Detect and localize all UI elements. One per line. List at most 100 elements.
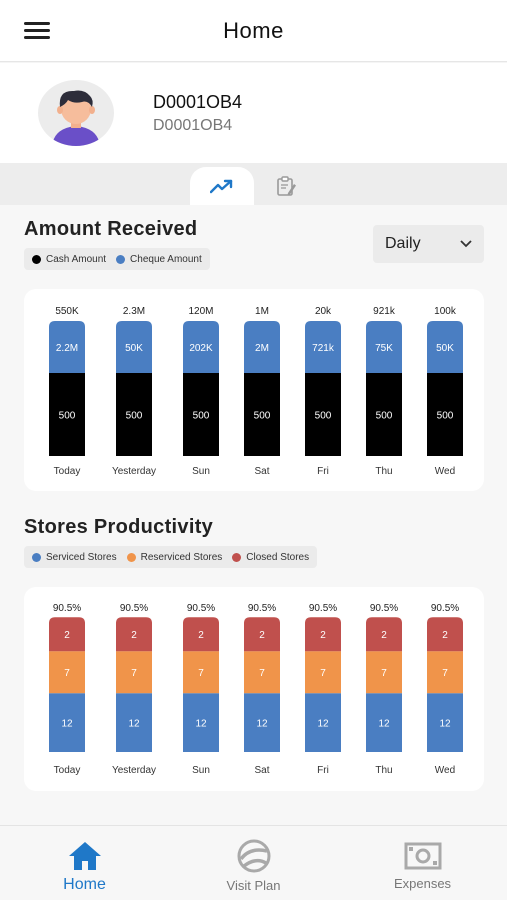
amount-received-chart: 550K 2.2M 500 Today 2.3M 50K 500 Yesterday 120M 2… xyxy=(49,306,463,477)
bar-cheque-amount[interactable] xyxy=(116,321,152,373)
legend-serviced: Serviced Stores xyxy=(32,552,117,563)
bar-reserviced-stores[interactable] xyxy=(116,651,152,694)
bar-cheque-amount[interactable] xyxy=(244,321,280,373)
bar-closed-stores[interactable] xyxy=(183,617,219,652)
bar-value-label: 2 xyxy=(381,630,387,641)
bar-total-label: 90.5% xyxy=(53,603,81,614)
bar-total-label: 90.5% xyxy=(187,603,215,614)
bar-closed-stores[interactable] xyxy=(366,617,402,652)
dashboard-content[interactable]: Amount Received Cash Amount Cheque Amoun… xyxy=(0,205,507,825)
user-name: D0001OB4 xyxy=(153,92,243,112)
home-icon xyxy=(68,842,101,870)
tab-trends[interactable] xyxy=(190,167,254,205)
reserviced-dot-icon xyxy=(126,552,136,562)
bar-cheque-label: 202K xyxy=(189,343,213,354)
bar-cheque-label: 2.2M xyxy=(56,343,78,354)
page-title: Home xyxy=(223,18,284,43)
bar-serviced-stores[interactable] xyxy=(49,693,85,752)
legend-cheque: Cheque Amount xyxy=(116,254,202,265)
bar-total-label: 1M xyxy=(255,306,269,317)
bar-cash-label: 500 xyxy=(59,411,76,422)
bar-reserviced-stores[interactable] xyxy=(49,651,85,694)
hamburger-menu-icon[interactable] xyxy=(24,22,50,40)
bar-cheque-amount[interactable] xyxy=(427,321,463,373)
bar-cheque-amount[interactable] xyxy=(183,321,219,373)
stores-productivity-chart: 12 7 2 90.5% Today 12 7 2 90.5% Yesterday 12 7 2 90.5… xyxy=(49,603,463,776)
bar-cheque-label: 75K xyxy=(375,343,393,354)
bar-serviced-stores[interactable] xyxy=(305,693,341,752)
bar-value-label: 12 xyxy=(317,719,329,730)
serviced-dot-icon xyxy=(32,552,41,562)
bar-closed-stores[interactable] xyxy=(116,617,152,652)
bar-total-label: 90.5% xyxy=(370,603,398,614)
legend-closed: Closed Stores xyxy=(232,552,309,563)
bar-cash-amount[interactable] xyxy=(116,373,152,456)
x-axis-label: Sun xyxy=(192,765,210,776)
x-axis-label: Thu xyxy=(375,765,392,776)
bar-cash-amount[interactable] xyxy=(183,373,219,456)
period-dropdown[interactable]: Daily xyxy=(373,225,484,263)
bar-value-label: 7 xyxy=(381,668,387,679)
closed-dot-icon xyxy=(232,552,242,562)
bar-cheque-amount[interactable] xyxy=(49,321,85,373)
money-icon xyxy=(404,842,441,870)
bar-serviced-stores[interactable] xyxy=(427,693,463,752)
bar-cheque-amount[interactable] xyxy=(366,321,402,373)
bar-serviced-stores[interactable] xyxy=(183,693,219,752)
bar-total-label: 20k xyxy=(315,306,332,317)
bar-serviced-stores[interactable] xyxy=(244,693,280,752)
bar-reserviced-stores[interactable] xyxy=(244,651,280,694)
bar-reserviced-stores[interactable] xyxy=(183,651,219,694)
x-axis-label: Sat xyxy=(254,765,269,776)
bar-reserviced-stores[interactable] xyxy=(305,651,341,694)
bar-closed-stores[interactable] xyxy=(427,617,463,652)
bar-value-label: 2 xyxy=(442,630,448,641)
bar-cash-amount[interactable] xyxy=(244,373,280,456)
nav-visit-plan[interactable]: Visit Plan xyxy=(169,826,338,900)
nav-home[interactable]: Home xyxy=(0,826,169,900)
x-axis-label: Wed xyxy=(435,765,455,776)
bar-serviced-stores[interactable] xyxy=(366,693,402,752)
bar-cash-amount[interactable] xyxy=(49,373,85,456)
cash-dot-icon xyxy=(32,254,41,264)
amount-chart-card: 550K 2.2M 500 Today 2.3M 50K 500 Yesterday 120M 2… xyxy=(24,289,484,491)
x-axis-label: Today xyxy=(54,765,81,776)
bar-cash-label: 500 xyxy=(315,411,332,422)
bar-closed-stores[interactable] xyxy=(305,617,341,652)
stores-productivity-title: Stores Productivity xyxy=(24,516,214,538)
legend-reserviced: Reserviced Stores xyxy=(126,552,222,563)
bar-value-label: 7 xyxy=(64,668,70,679)
x-axis-label: Fri xyxy=(317,466,329,477)
x-axis-label: Thu xyxy=(375,466,392,477)
bar-total-label: 90.5% xyxy=(431,603,459,614)
user-code: D0001OB4 xyxy=(153,117,233,134)
clipboard-icon xyxy=(277,176,296,196)
bar-value-label: 12 xyxy=(61,719,73,730)
x-axis-label: Today xyxy=(54,466,81,477)
bar-value-label: 2 xyxy=(198,630,204,641)
legend-cash: Cash Amount xyxy=(32,254,106,265)
top-app-bar: Home xyxy=(0,0,507,62)
tab-reports[interactable] xyxy=(254,167,318,205)
bar-value-label: 2 xyxy=(131,630,137,641)
bar-closed-stores[interactable] xyxy=(49,617,85,652)
nav-expenses[interactable]: Expenses xyxy=(338,826,507,900)
bar-cheque-amount[interactable] xyxy=(305,321,341,373)
bar-value-label: 7 xyxy=(198,668,204,679)
bar-cash-label: 500 xyxy=(437,411,454,422)
nav-visit-plan-label: Visit Plan xyxy=(226,878,281,893)
bar-cash-label: 500 xyxy=(193,411,210,422)
bar-total-label: 921k xyxy=(373,306,396,317)
bar-reserviced-stores[interactable] xyxy=(427,651,463,694)
bar-serviced-stores[interactable] xyxy=(116,693,152,752)
bar-value-label: 12 xyxy=(195,719,207,730)
bar-cash-amount[interactable] xyxy=(427,373,463,456)
bar-cheque-label: 721k xyxy=(312,343,335,354)
bar-cash-amount[interactable] xyxy=(305,373,341,456)
bar-closed-stores[interactable] xyxy=(244,617,280,652)
bar-cash-amount[interactable] xyxy=(366,373,402,456)
amount-legend: Cash Amount Cheque Amount xyxy=(24,248,210,270)
bar-reserviced-stores[interactable] xyxy=(366,651,402,694)
bar-value-label: 12 xyxy=(128,719,140,730)
period-value: Daily xyxy=(385,235,421,252)
